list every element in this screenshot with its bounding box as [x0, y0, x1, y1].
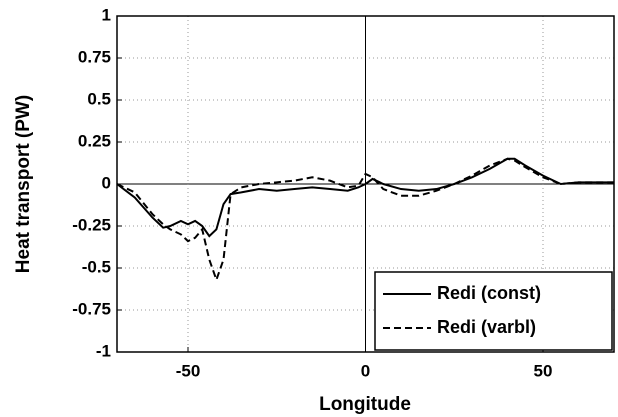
x-axis-label: Longitude	[319, 394, 411, 415]
y-tick-label: 0.25	[78, 131, 111, 150]
y-tick-label: 0.75	[78, 47, 111, 66]
y-tick-label: 1	[102, 5, 111, 24]
x-tick-label: 0	[361, 361, 370, 380]
series-line	[116, 157, 614, 283]
legend-label: Redi (const)	[437, 283, 541, 303]
y-tick-label: 0.5	[87, 89, 111, 108]
legend-label: Redi (varbl)	[437, 317, 536, 337]
x-tick-label: 50	[534, 361, 553, 380]
legend-box	[374, 271, 613, 351]
y-tick-label: -0.25	[72, 215, 111, 234]
x-tick-label: -50	[176, 361, 201, 380]
y-tick-label: -1	[96, 341, 111, 360]
y-axis-label: Heat transport (PW)	[13, 95, 34, 273]
y-tick-label: -0.75	[72, 299, 111, 318]
y-tick-label: 0	[102, 173, 111, 192]
y-tick-label: -0.5	[82, 257, 111, 276]
